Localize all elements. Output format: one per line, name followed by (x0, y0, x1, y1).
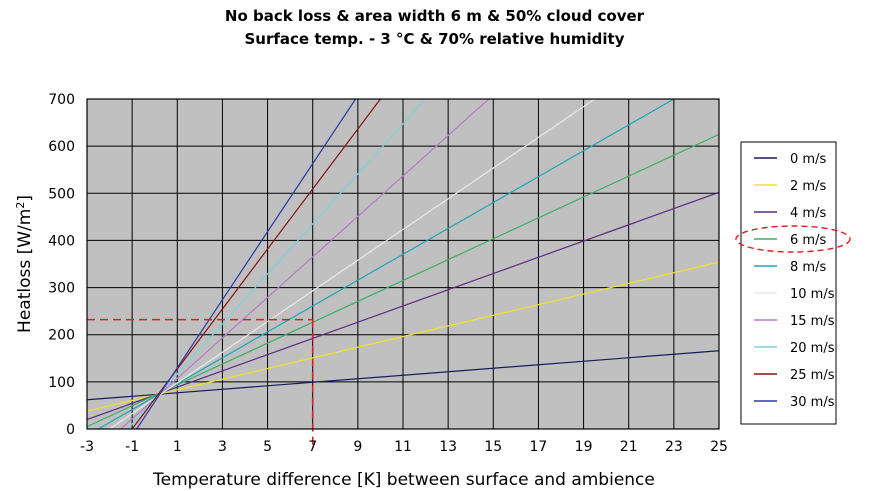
x-tick-label: 9 (353, 439, 362, 455)
plot-frame (86, 98, 720, 430)
x-tick-label: -3 (80, 439, 94, 455)
y-axis-label-superscript: 2 (14, 202, 27, 209)
legend-highlight-ring (735, 225, 851, 253)
legend-label: 2 m/s (790, 179, 826, 194)
y-tick-label: 100 (48, 375, 75, 391)
x-tick-label: 11 (394, 439, 412, 455)
y-tick-labels: 0 100 200 300 400 500 600 700 (48, 92, 75, 438)
x-tick-labels: -3 -1 1 3 5 7 9 11 13 15 17 19 21 23 25 (80, 439, 728, 455)
series-line-10-m-s (109, 99, 596, 429)
y-tick-label: 600 (48, 139, 75, 155)
series-line-15-m-s (120, 99, 490, 429)
x-tick-label: 3 (218, 439, 227, 455)
legend-label: 25 m/s (790, 368, 835, 383)
y-axis-label: Heatloss [W/m2] (14, 195, 36, 333)
series-line-4-m-s (87, 191, 719, 421)
y-tick-label: 700 (48, 92, 75, 108)
legend-label: 20 m/s (790, 341, 835, 356)
x-tick-label: 7 (308, 439, 317, 455)
x-tick-label: 23 (665, 439, 683, 455)
legend-label: 8 m/s (790, 260, 826, 275)
series-line-30-m-s (136, 99, 357, 429)
x-tick-label: 17 (530, 439, 548, 455)
x-tick-label: 5 (263, 439, 272, 455)
legend-label: 4 m/s (790, 206, 826, 221)
y-tick-label: 0 (66, 422, 75, 438)
y-tick-label: 200 (48, 328, 75, 344)
legend-label: 30 m/s (790, 395, 835, 410)
series-line-8-m-s (97, 99, 675, 429)
series-lines (87, 99, 719, 429)
series-line-2-m-s (87, 261, 719, 412)
chart-subtitle: Surface temp. - 3 °C & 70% relative humi… (244, 30, 625, 48)
x-tick-label: 21 (620, 439, 638, 455)
series-line-20-m-s (127, 99, 427, 429)
highlight-guides (87, 318, 314, 447)
legend-label: 6 m/s (790, 233, 826, 248)
x-tick-label: 13 (439, 439, 457, 455)
x-tick-label: -1 (125, 439, 139, 455)
y-tick-label: 400 (48, 233, 75, 249)
series-line-6-m-s (87, 133, 719, 428)
y-axis-label-close: ] (15, 195, 35, 202)
legend-box (740, 141, 837, 425)
y-tick-label: 500 (48, 186, 75, 202)
series-line-0-m-s (87, 350, 719, 401)
x-tick-label: 25 (710, 439, 728, 455)
x-tick-label: 19 (575, 439, 593, 455)
x-tick-label: 1 (173, 439, 182, 455)
legend-label: 15 m/s (790, 314, 835, 329)
legend: 0 m/s 2 m/s 4 m/s 6 m/s 8 m/s 10 m/s 15 m/s 20 … (735, 141, 851, 425)
y-axis-label-main: Heatloss [W/m (15, 209, 35, 333)
legend-label: 10 m/s (790, 287, 835, 302)
y-tick-label: 300 (48, 281, 75, 297)
x-axis-label: Temperature difference [K] between surfa… (152, 470, 655, 490)
legend-label: 0 m/s (790, 152, 826, 167)
chart-title: No back loss & area width 6 m & 50% clou… (224, 7, 645, 25)
x-tick-label: 15 (484, 439, 502, 455)
